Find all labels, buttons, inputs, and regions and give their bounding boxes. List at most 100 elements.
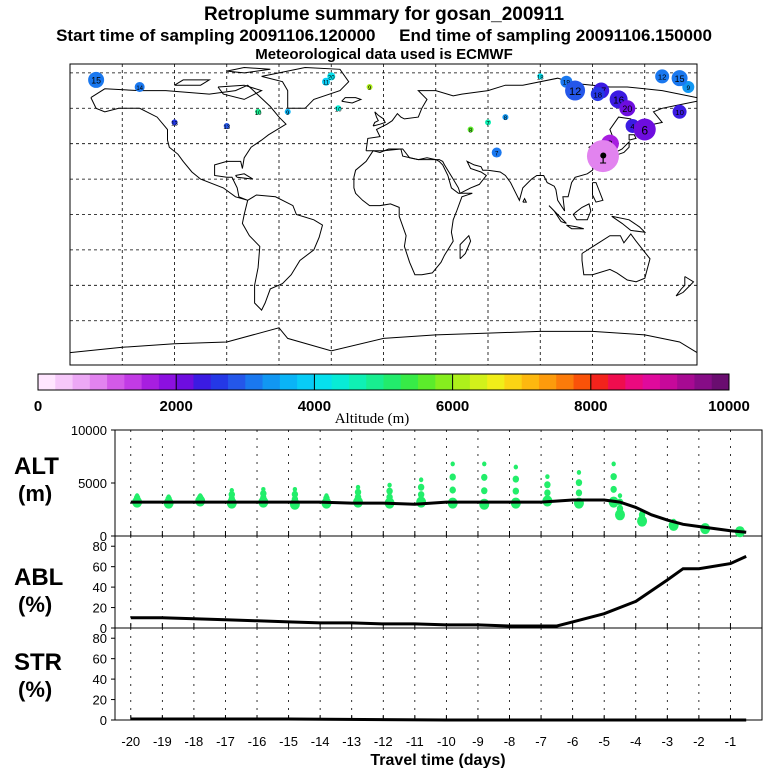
- chart-title: Retroplume summary for gosan_200911: [203, 4, 565, 25]
- alt-plume-marker: [228, 495, 235, 503]
- trajectory-point: [672, 104, 687, 119]
- colorbar-swatch: [469, 374, 488, 390]
- alt-plume-marker: [197, 493, 204, 502]
- start-time-label: Start time of sampling 20091106.120000: [56, 26, 376, 45]
- alt-plume-marker: [166, 494, 171, 500]
- coastline-12: [572, 203, 592, 221]
- x-tick-label: -9: [472, 734, 484, 749]
- trajectory-point-label: 6: [641, 123, 648, 137]
- colorbar-swatch: [158, 374, 177, 390]
- trajectory-point-label: 8: [469, 129, 473, 135]
- alt-plume-marker: [736, 527, 744, 535]
- abl-y-tick-label: 20: [93, 601, 107, 616]
- colorbar-tick-label: 6000: [436, 398, 469, 415]
- colorbar-axis-label: Altitude (m): [335, 411, 410, 427]
- alt-plume-marker: [617, 493, 623, 499]
- alt-plume-marker: [449, 486, 456, 494]
- alt-plume-marker: [450, 461, 455, 467]
- trajectory-point: [322, 77, 331, 86]
- alt-plume-marker: [449, 473, 456, 481]
- coastline-11: [548, 205, 567, 224]
- alt-plume-marker: [416, 496, 427, 508]
- trajectory-point: [565, 80, 586, 101]
- trajectory-point-label: 11: [323, 81, 330, 87]
- colorbar-swatch: [314, 374, 333, 390]
- alt-plume-marker: [291, 495, 299, 503]
- trajectory-point: [560, 75, 573, 88]
- x-tick-label: -7: [535, 734, 547, 749]
- colorbar-swatch: [538, 374, 557, 390]
- receptor-marker: [600, 152, 607, 159]
- alt-panel-label-1: ALT: [14, 453, 59, 480]
- colorbar-swatch: [400, 374, 419, 390]
- alt-plume-marker: [133, 494, 141, 502]
- coastline-20: [217, 84, 263, 100]
- alt-plume-marker: [544, 489, 551, 497]
- alt-plume-marker: [637, 515, 648, 527]
- alt-plume-marker: [670, 519, 677, 527]
- colorbar-swatch: [625, 374, 644, 390]
- alt-plume-marker: [702, 524, 708, 529]
- trajectory-point-label: 2: [601, 146, 608, 161]
- alt-plume-marker: [482, 461, 487, 467]
- alt-plume-marker: [132, 496, 143, 508]
- alt-panel-label-2: (m): [18, 481, 53, 506]
- trajectory-point-label: 18: [537, 75, 544, 81]
- coastline-14: [566, 224, 584, 230]
- colorbar-swatch: [210, 374, 229, 390]
- trajectory-point: [537, 73, 544, 80]
- alt-plume-marker: [447, 497, 458, 509]
- str-y-tick-label: 20: [93, 693, 107, 708]
- abl-panel-label-1: ABL: [14, 564, 64, 591]
- alt-plume-marker: [229, 488, 234, 493]
- alt-plume-marker: [323, 494, 330, 502]
- alt-plume-marker: [510, 497, 521, 509]
- trajectory-point: [467, 126, 474, 133]
- trajectory-point-label: 17: [596, 86, 606, 96]
- end-time-label: End time of sampling 20091106.150000: [399, 26, 712, 45]
- alt-plume-marker: [226, 497, 237, 509]
- trajectory-point-label: 4: [630, 122, 635, 131]
- alt-y-tick-label: 10000: [71, 423, 107, 438]
- colorbar-swatch: [55, 374, 73, 390]
- colorbar-swatch: [89, 374, 108, 390]
- alt-plume-marker: [736, 527, 744, 535]
- alt-plume-marker: [481, 473, 488, 481]
- alt-plume-marker: [614, 509, 625, 521]
- alt-plume-marker: [611, 461, 616, 467]
- coastline-4: [353, 148, 473, 276]
- x-tick-label: -5: [598, 734, 610, 749]
- coastline-2: [261, 66, 350, 109]
- colorbar-swatch: [659, 374, 678, 390]
- x-tick-label: -12: [374, 734, 393, 749]
- alt-panel-frame: [114, 429, 763, 537]
- alt-plume-marker: [616, 504, 624, 512]
- alt-plume-marker: [228, 491, 235, 499]
- x-tick-label: -4: [630, 734, 642, 749]
- abl-y-tick-label: 0: [100, 621, 107, 636]
- trajectory-point: [590, 87, 605, 102]
- x-tick-label: -6: [567, 734, 579, 749]
- colorbar-swatch: [573, 374, 592, 390]
- alt-plume-marker: [638, 511, 646, 519]
- x-tick-label: -16: [248, 734, 267, 749]
- trajectory-point-label: 10: [675, 108, 684, 117]
- trajectory-point-label: 18: [593, 90, 602, 99]
- x-axis-title: Travel time (days): [370, 752, 505, 768]
- met-data-label: Meteorological data used is ECMWF: [255, 46, 513, 63]
- colorbar-swatch: [608, 374, 626, 390]
- coastline-22: [226, 66, 271, 74]
- colorbar-swatch: [590, 374, 609, 390]
- alt-plume-marker: [671, 518, 676, 524]
- trajectory-point-label: 14: [136, 86, 143, 92]
- alt-plume-marker: [417, 483, 425, 491]
- trajectory-point: [502, 114, 509, 121]
- str-panel-label-1: STR: [14, 649, 62, 676]
- coastline-9: [609, 140, 630, 160]
- colorbar-swatch: [435, 374, 453, 390]
- trajectory-point-label: 3: [607, 140, 613, 151]
- colorbar-swatch: [348, 374, 367, 390]
- alt-plume-marker: [198, 493, 203, 499]
- alt-plume-marker: [321, 497, 332, 509]
- trajectory-point-label: 16: [613, 95, 624, 106]
